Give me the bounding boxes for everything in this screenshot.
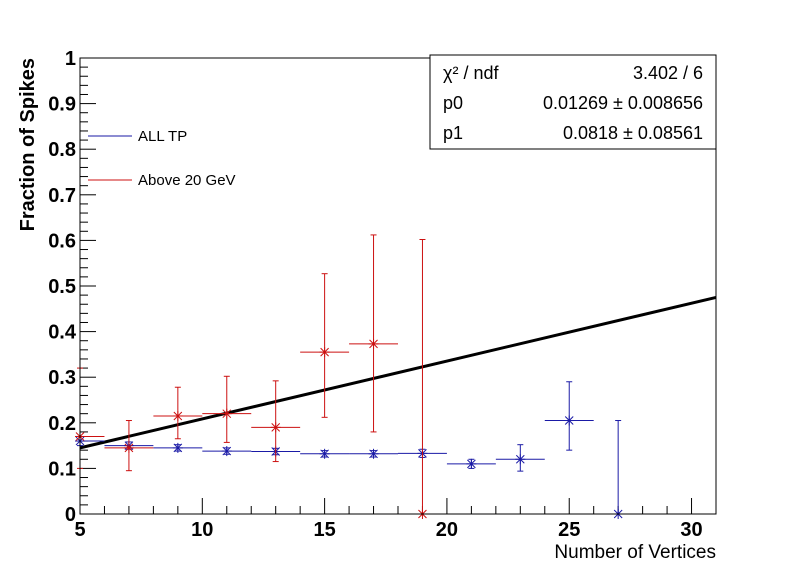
series-above-20gev (75, 234, 447, 519)
y-tick-label: 0.5 (48, 276, 76, 298)
stats-row-chi2-value: 3.402 / 6 (633, 63, 703, 83)
x-tick-label: 5 (74, 519, 85, 541)
x-tick-label: 25 (558, 519, 580, 541)
stats-row-p1-label: p1 (443, 123, 463, 143)
axes: 00.10.20.30.40.50.60.70.80.915 10 15 20 25 30 (48, 48, 717, 541)
data-point (123, 442, 134, 453)
stats-box: χ² / ndf 3.402 / 6 p0 0.01269 ± 0.008656… (429, 54, 717, 150)
data-point (172, 410, 183, 421)
plot-frame (79, 57, 717, 515)
x-tick-label: 30 (680, 519, 702, 541)
data-point (172, 442, 183, 453)
y-axis-title: Fraction of Spikes (17, 58, 39, 231)
data-point (221, 408, 232, 419)
data-point (515, 454, 526, 465)
fit-line-group (79, 295, 717, 450)
y-tick-label: 0.6 (48, 230, 76, 252)
legend: ALL TP Above 20 GeV (88, 128, 236, 189)
data-point (319, 448, 330, 459)
data-point (221, 446, 232, 457)
legend-label-above-20gev: Above 20 GeV (138, 172, 236, 189)
fit-line (79, 295, 717, 450)
y-tick-label: 0.3 (48, 367, 76, 389)
legend-label-all-tp: ALL TP (138, 128, 187, 145)
y-tick-label: 0.8 (48, 139, 76, 161)
data-point (270, 422, 281, 433)
x-axis-title: Number of Vertices (554, 542, 716, 563)
stats-row-p1-value: 0.0818 ± 0.08561 (563, 123, 703, 143)
y-tick-label: 1 (65, 48, 76, 70)
series-group (75, 234, 643, 519)
data-point (564, 415, 575, 426)
data-point (368, 448, 379, 459)
y-tick-label: 0.1 (48, 458, 76, 480)
data-point (466, 458, 477, 469)
x-tick-label: 20 (436, 519, 458, 541)
x-tick-label: 15 (313, 519, 335, 541)
stats-row-p0-value: 0.01269 ± 0.008656 (543, 93, 703, 113)
y-tick-label: 0.9 (48, 94, 76, 116)
data-point (368, 338, 379, 349)
stats-row-chi2-label: χ² / ndf (443, 63, 499, 83)
y-tick-label: 0.2 (48, 413, 76, 435)
y-tick-label: 0 (65, 504, 76, 526)
stats-row-p0-label: p0 (443, 93, 463, 113)
y-tick-label: 0.7 (48, 185, 76, 207)
y-tick-label: 0.4 (48, 322, 77, 344)
x-tick-label: 10 (191, 519, 213, 541)
stats-box-frame (429, 54, 717, 150)
data-point (319, 347, 330, 358)
